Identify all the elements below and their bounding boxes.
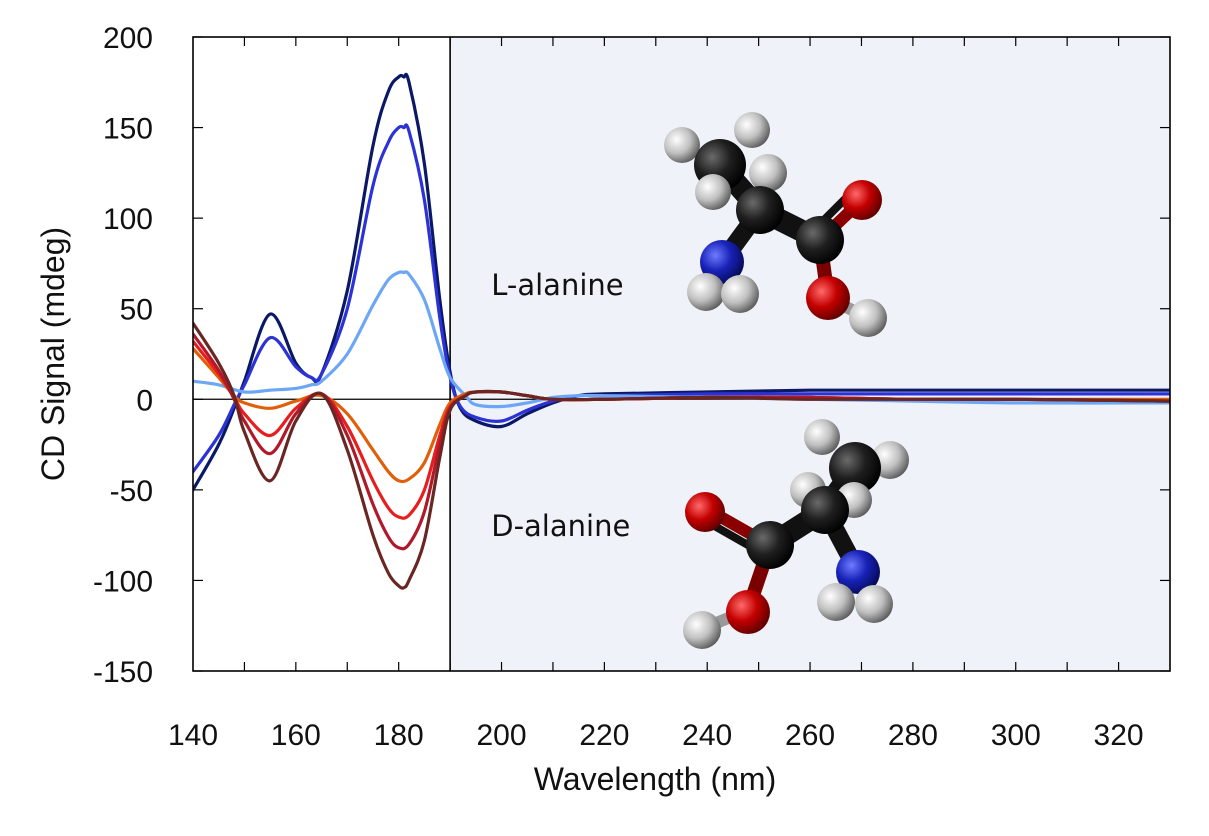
x-tick-label: 240	[682, 719, 732, 752]
plot-frame	[192, 36, 1171, 672]
x-tick-label: 300	[991, 719, 1041, 752]
series-line-1	[193, 72, 1170, 492]
x-tick-label: 200	[476, 719, 526, 752]
x-tick-label: 320	[1094, 719, 1144, 752]
x-tick-label: 160	[271, 719, 321, 752]
x-tick-label: 140	[168, 719, 218, 752]
y-tick-label: 200	[103, 22, 153, 55]
y-tick-labels: 200 150 100 50 0 -50 -100 -150	[93, 22, 153, 689]
annotation-d-alanine: D-alanine	[491, 509, 630, 543]
x-tick-label: 220	[579, 719, 629, 752]
series-line-7	[193, 321, 1170, 590]
x-tick-label: 280	[888, 719, 938, 752]
d-alanine-molecule-image	[683, 419, 909, 649]
x-minor-ticks	[243, 37, 1120, 671]
y-tick-label: -100	[93, 565, 153, 598]
x-axis-title: Wavelength (nm)	[534, 761, 776, 797]
y-tick-label: 50	[120, 294, 153, 327]
x-tick-label: 260	[785, 719, 835, 752]
series-line-2	[193, 123, 1170, 474]
x-tick-labels: 140 160 180 200 220 240 260 280 300 320	[168, 719, 1144, 752]
y-tick-label: -150	[93, 656, 153, 689]
y-axis-title: CD Signal (mdeg)	[35, 227, 71, 481]
y-tick-label: 0	[136, 384, 153, 417]
shaded-region	[450, 37, 1171, 671]
x-tick-label: 180	[374, 719, 424, 752]
y-tick-label: -50	[110, 475, 153, 508]
annotation-l-alanine: L-alanine	[491, 268, 623, 302]
y-tick-label: 100	[103, 203, 153, 236]
series-group	[193, 72, 1170, 590]
l-alanine-molecule-image	[664, 112, 887, 337]
y-tick-label: 150	[103, 113, 153, 146]
